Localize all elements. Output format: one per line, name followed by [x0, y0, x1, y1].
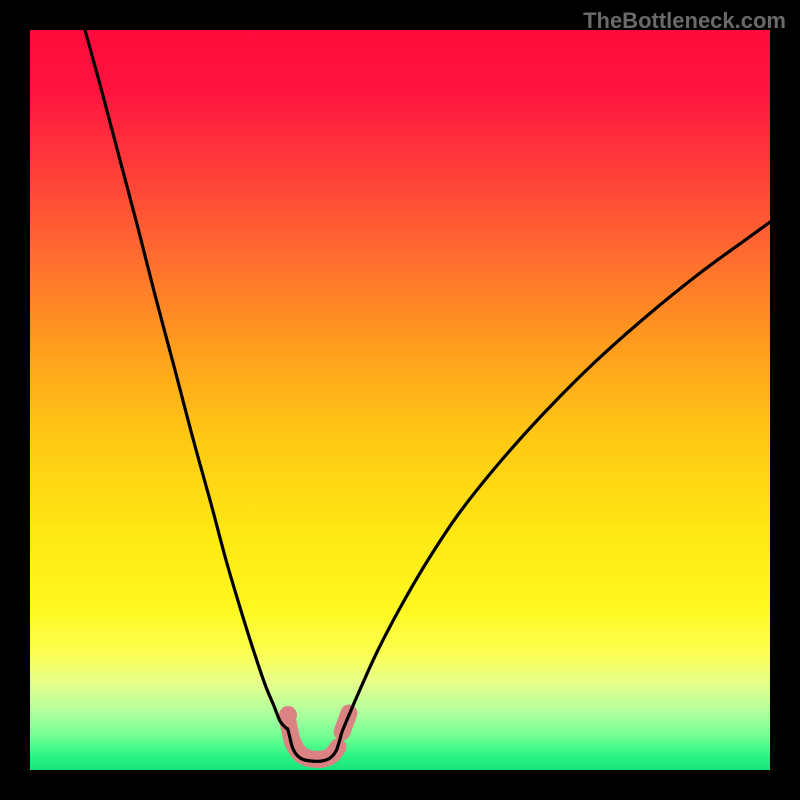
watermark-text: TheBottleneck.com: [583, 8, 786, 34]
chart-area: [30, 30, 770, 770]
gradient-background: [30, 30, 770, 770]
